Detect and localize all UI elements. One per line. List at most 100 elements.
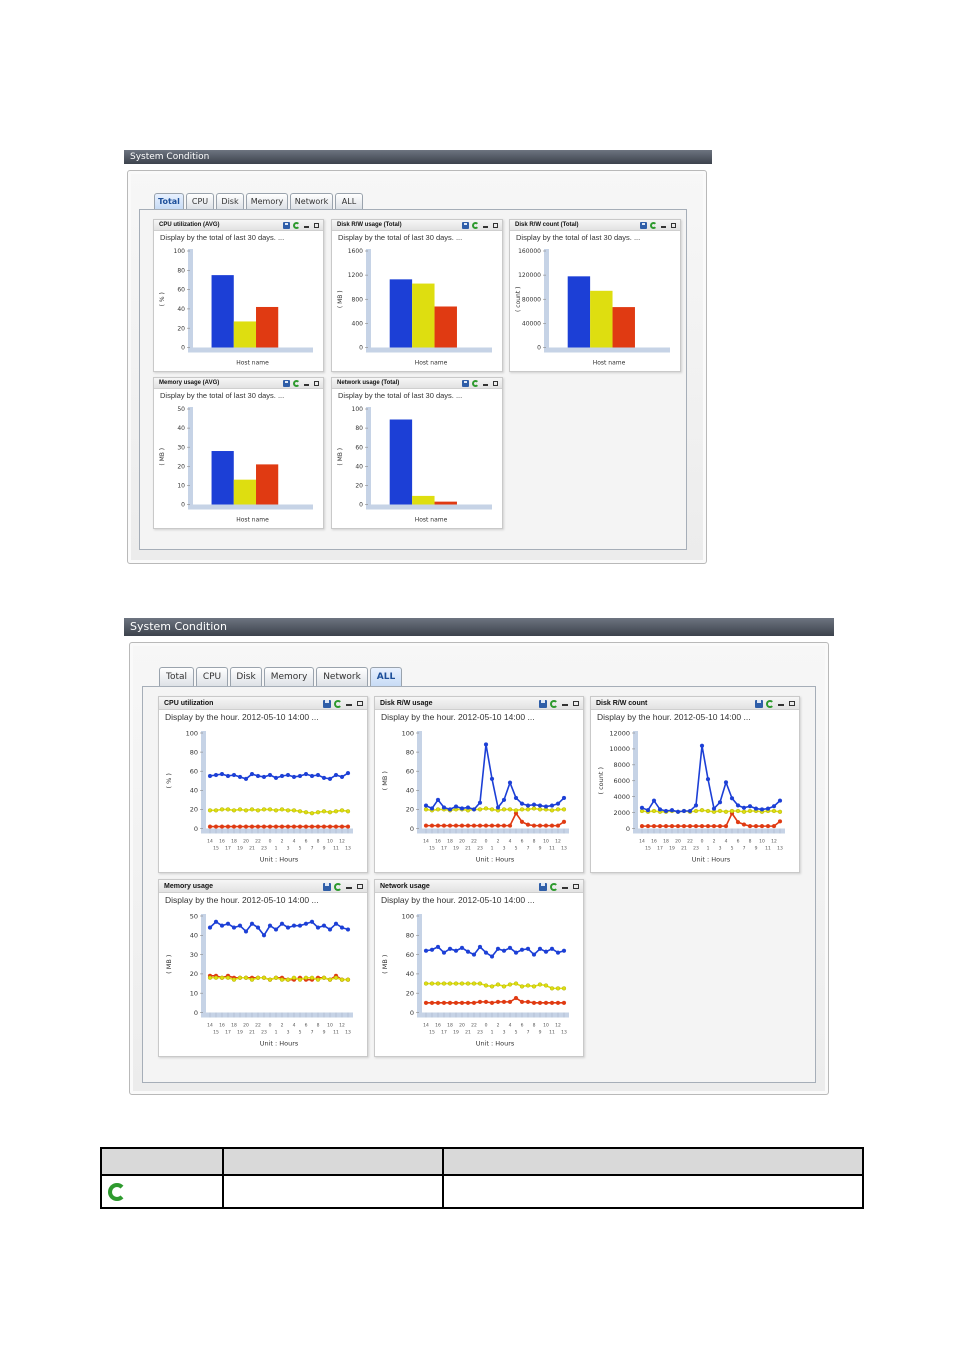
tab-cpu[interactable]: CPU [196,667,228,686]
minimize-icon[interactable] [660,222,667,229]
x-tick-label: 3 [503,845,506,851]
blue-series-point [753,806,759,811]
minimize-icon[interactable] [303,380,310,387]
refresh-icon[interactable] [550,699,558,708]
blue-series-point [297,923,303,928]
tab-memory[interactable]: Memory [264,667,314,686]
maximize-icon[interactable] [313,380,320,387]
x-tick-label: 1 [275,1029,278,1035]
panel-subtitle: Display by the hour. 2012-05-10 14:00 ..… [165,712,319,722]
refresh-icon[interactable] [766,699,774,708]
x-tick-label: 19 [453,1029,459,1035]
blue-series-point [459,805,465,811]
blue-series-point [561,948,567,953]
bar-3 [612,306,635,347]
maximize-icon[interactable] [356,883,364,891]
tab-all[interactable]: ALL [370,667,402,686]
bar-1 [211,274,234,347]
red-series-point [531,823,537,828]
maximize-icon[interactable] [670,222,677,229]
tab-network[interactable]: Network [290,193,333,209]
red-series-point [735,819,741,824]
tab-all[interactable]: ALL [335,193,363,209]
table-header-description [442,1147,864,1176]
tab-disk[interactable]: Disk [216,193,244,209]
minimize-icon[interactable] [561,700,569,708]
save-icon[interactable] [462,222,469,229]
maximize-icon[interactable] [492,222,499,229]
maximize-icon[interactable] [572,883,580,891]
y-axis-label: ( count ) [515,286,522,311]
red-series-point [537,1000,543,1005]
refresh-icon[interactable] [293,380,300,387]
x-tick-label: 9 [323,1029,326,1035]
red-series-point [471,1000,477,1005]
blue-series-point [207,773,213,778]
maximize-icon[interactable] [313,222,320,229]
panel-header: Memory usage [159,880,367,893]
save-icon[interactable] [323,699,331,708]
yellow-series-point [561,985,567,990]
y-tick-label: 80 [355,425,363,432]
save-icon[interactable] [283,380,290,387]
maximize-icon[interactable] [492,380,499,387]
panel-subtitle: Display by the total of last 30 days. ..… [516,233,641,242]
minimize-icon[interactable] [303,222,310,229]
minimize-icon[interactable] [345,883,353,891]
y-tick-label: 60 [406,950,414,958]
blue-series-point [549,802,555,808]
y-tick-label: 400 [352,320,364,327]
tab-cpu[interactable]: CPU [186,193,214,209]
x-tick-label: 13 [345,1029,351,1035]
x-axis-bar [417,828,569,833]
tab-memory[interactable]: Memory [246,193,288,209]
y-tick-label: 0 [181,501,185,508]
save-icon[interactable] [462,380,469,387]
x-tick-label: 2 [281,838,284,844]
blue-series-point [741,805,747,810]
tab-total[interactable]: Total [154,193,184,209]
blue-series-point [237,923,243,928]
refresh-icon[interactable] [334,699,342,708]
refresh-icon[interactable] [472,222,479,229]
refresh-icon[interactable] [293,222,300,229]
refresh-icon[interactable] [472,380,479,387]
yellow-series-point [207,975,213,980]
minimize-icon[interactable] [777,700,785,708]
red-series-point [513,995,519,1000]
refresh-icon[interactable] [334,882,342,891]
x-tick-label: 15 [429,1029,435,1035]
panel-subtitle: Display by the hour. 2012-05-10 14:00 ..… [597,712,751,722]
save-icon[interactable] [539,699,547,708]
maximize-icon[interactable] [572,700,580,708]
x-axis-label: Unit : Hours [476,1039,515,1047]
minimize-icon[interactable] [482,380,489,387]
x-tick-label: 17 [225,845,231,851]
tab-disk[interactable]: Disk [230,667,262,686]
minimize-icon[interactable] [561,883,569,891]
red-series-point [525,999,531,1004]
maximize-icon[interactable] [356,700,364,708]
save-icon[interactable] [283,222,290,229]
minimize-icon[interactable] [345,700,353,708]
y-tick-label: 0 [359,501,363,508]
red-series-point [429,823,435,828]
save-icon[interactable] [640,222,647,229]
tab-network[interactable]: Network [316,667,368,686]
save-icon[interactable] [323,882,331,891]
maximize-icon[interactable] [788,700,796,708]
save-icon[interactable] [539,882,547,891]
yellow-series-point [537,806,543,811]
save-icon[interactable] [755,699,763,708]
red-series-point [207,823,213,829]
refresh-icon[interactable] [550,882,558,891]
blue-series-point [345,770,351,775]
tab-total[interactable]: Total [159,667,194,686]
blue-series-point [723,779,729,784]
chart-cpu-utilization-avg: 0 20 40 60 80 100 ( % ) Host name [159,248,313,366]
blue-series-point [561,795,567,800]
refresh-icon[interactable] [650,222,657,229]
red-series-point [465,823,471,828]
minimize-icon[interactable] [482,222,489,229]
red-series-line [426,811,565,826]
